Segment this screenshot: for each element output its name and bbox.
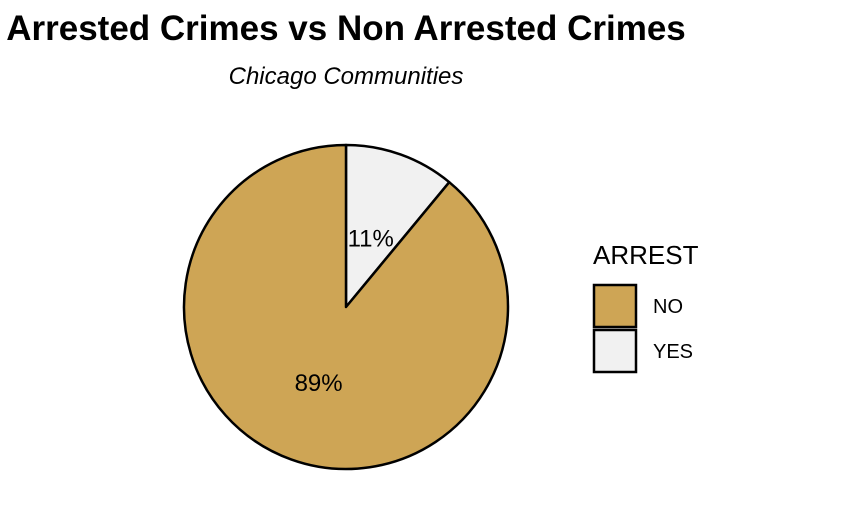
pie-slice-no [182, 143, 510, 471]
legend: ARREST NO YES [592, 240, 699, 374]
legend-title: ARREST [593, 240, 699, 270]
legend-label-no: NO [653, 296, 683, 318]
slice-label-no: 89% [295, 370, 343, 397]
chart-subtitle: Chicago Communities [229, 63, 464, 90]
slice-label-yes: 11% [348, 225, 394, 252]
pie-slice-yes [344, 143, 451, 309]
legend-key-yes [592, 328, 638, 374]
pie-slices [182, 143, 510, 471]
chart-title: Arrested Crimes vs Non Arrested Crimes [6, 9, 686, 48]
pie-labels: 11% 89% [295, 225, 394, 397]
legend-key-no [592, 283, 638, 329]
legend-label-yes: YES [653, 341, 693, 363]
